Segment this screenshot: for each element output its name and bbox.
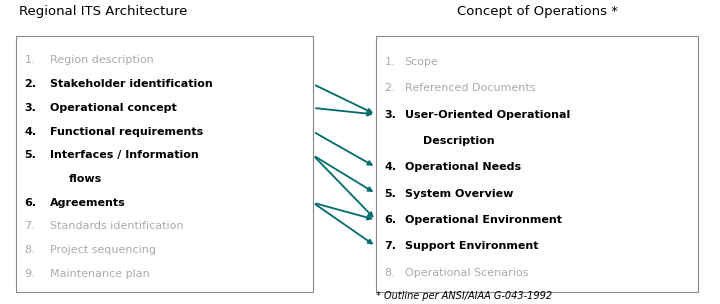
Text: Interfaces / Information: Interfaces / Information (50, 150, 199, 160)
FancyBboxPatch shape (376, 36, 698, 292)
Text: Referenced Documents: Referenced Documents (405, 83, 535, 93)
Text: System Overview: System Overview (405, 188, 513, 199)
FancyBboxPatch shape (16, 36, 313, 292)
Text: Support Environment: Support Environment (405, 241, 538, 251)
Text: 8.: 8. (24, 245, 35, 255)
Text: Agreements: Agreements (50, 198, 126, 208)
Text: 3.: 3. (24, 103, 36, 113)
Text: Description: Description (423, 136, 494, 146)
Text: Operational Scenarios: Operational Scenarios (405, 268, 528, 278)
Text: 5.: 5. (24, 150, 36, 160)
Text: 6.: 6. (384, 215, 397, 225)
Text: 9.: 9. (24, 269, 35, 279)
Text: 4.: 4. (384, 162, 397, 172)
Text: * Outline per ANSI/AIAA G-043-1992: * Outline per ANSI/AIAA G-043-1992 (376, 291, 552, 301)
Text: Regional ITS Architecture: Regional ITS Architecture (19, 5, 188, 18)
Text: 3.: 3. (384, 109, 396, 119)
Text: Functional requirements: Functional requirements (50, 127, 204, 136)
Text: Region description: Region description (50, 56, 154, 65)
Text: 1.: 1. (384, 57, 395, 67)
Text: 2.: 2. (384, 83, 395, 93)
Text: Standards identification: Standards identification (50, 222, 184, 231)
Text: Operational Needs: Operational Needs (405, 162, 521, 172)
Text: Operational Environment: Operational Environment (405, 215, 562, 225)
Text: 2.: 2. (24, 79, 37, 89)
Text: 7.: 7. (24, 222, 35, 231)
Text: flows: flows (68, 174, 102, 184)
Text: 5.: 5. (384, 188, 396, 199)
Text: 6.: 6. (24, 198, 37, 208)
Text: Scope: Scope (405, 57, 438, 67)
Text: 1.: 1. (24, 56, 35, 65)
Text: 7.: 7. (384, 241, 397, 251)
Text: Project sequencing: Project sequencing (50, 245, 156, 255)
Text: 8.: 8. (384, 268, 395, 278)
Text: Stakeholder identification: Stakeholder identification (50, 79, 213, 89)
Text: Maintenance plan: Maintenance plan (50, 269, 150, 279)
Text: 4.: 4. (24, 127, 37, 136)
Text: Operational concept: Operational concept (50, 103, 177, 113)
Text: Concept of Operations *: Concept of Operations * (456, 5, 618, 18)
Text: User-Oriented Operational: User-Oriented Operational (405, 109, 570, 119)
